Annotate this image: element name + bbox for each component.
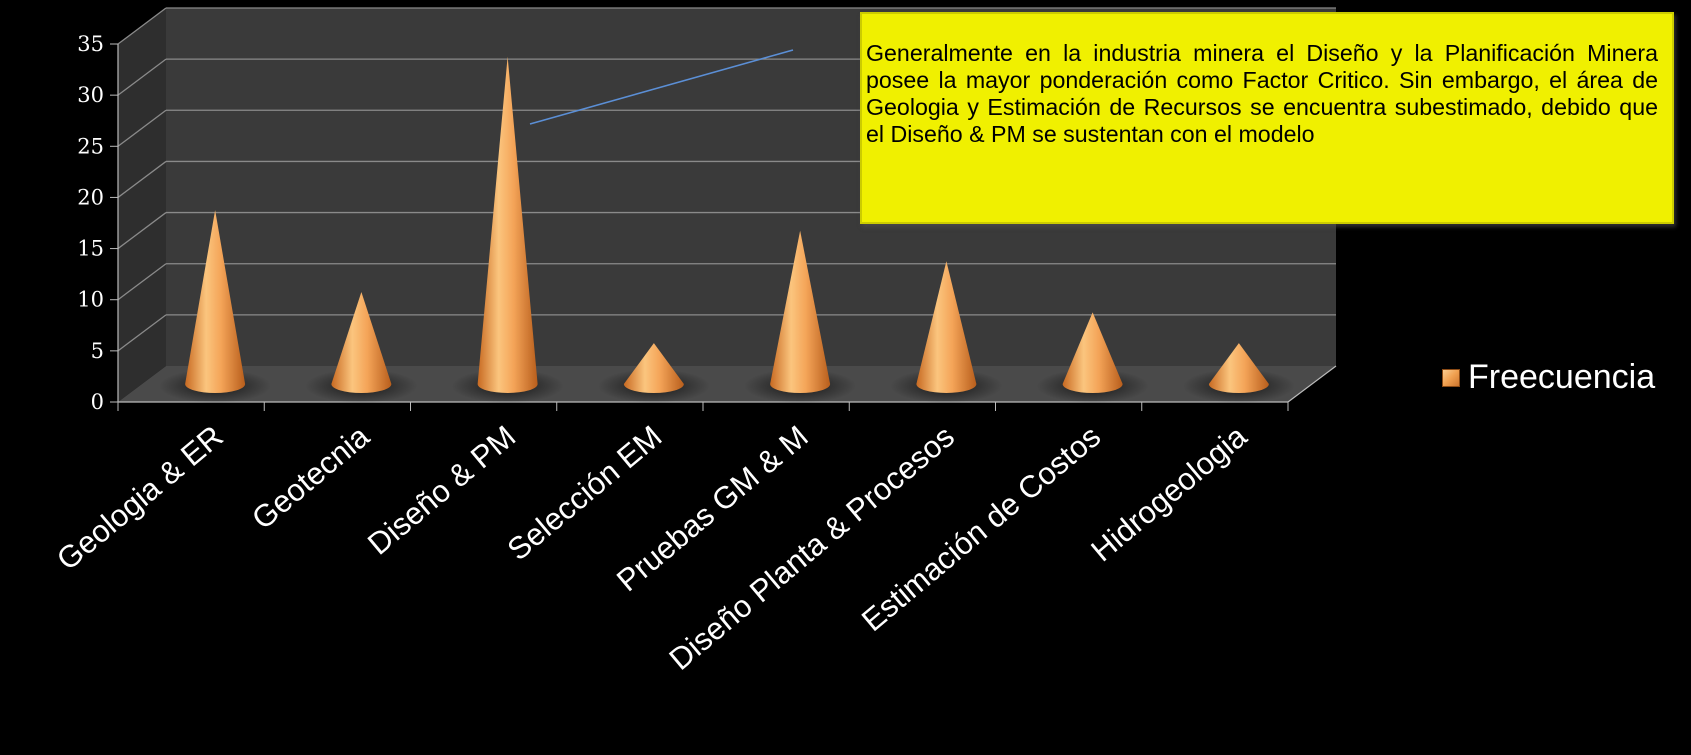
y-tick-label: 20 [77,185,104,209]
y-tick-label: 25 [77,134,104,158]
legend: Freecuencia [1442,358,1655,397]
x-category-label: Diseño Planta & Procesos [662,419,960,677]
annotation-text: Generalmente en la industria minera el D… [866,40,1658,147]
y-tick-label: 35 [77,32,104,56]
x-category-label: Geotecnia [245,418,376,536]
grid-line-side [117,314,167,352]
floor [118,366,1336,402]
x-category-label: Diseño & PM [361,419,522,562]
cone-bar [185,210,246,393]
grid-line-side [117,212,167,250]
grid-line-side [117,160,167,198]
cone-bar [1062,312,1123,393]
annotation-callout: Generalmente en la industria minera el D… [860,12,1674,224]
y-tick-label: 30 [77,83,104,107]
y-tick-label: 15 [77,237,104,261]
cone-bar [477,56,538,393]
grid-line-side [117,7,167,45]
legend-swatch [1442,368,1460,387]
legend-label: Freecuencia [1468,358,1656,396]
side-wall [118,8,166,402]
grid-line-side [117,263,167,301]
y-tick-label: 5 [91,339,104,363]
grid-line-side [117,109,167,147]
x-category-label: Geologia & ER [50,419,230,578]
grid-line-side [117,58,167,96]
cone-bar [623,343,684,393]
cone-bar [1208,343,1269,393]
cone-bar [916,261,977,393]
cone-bar [770,230,831,393]
cone-bar [331,291,392,393]
y-tick-label: 0 [91,390,104,414]
y-tick-label: 10 [77,288,104,312]
cones [159,56,1295,403]
y-axis-ticks: 0 5 10 15 20 25 30 35 [77,32,118,414]
x-category-label: Hidrogeologia [1084,418,1254,568]
trend-line [529,49,794,125]
x-category-label: Estimación de Costos [855,419,1107,639]
x-axis-depth-line [1287,365,1337,403]
